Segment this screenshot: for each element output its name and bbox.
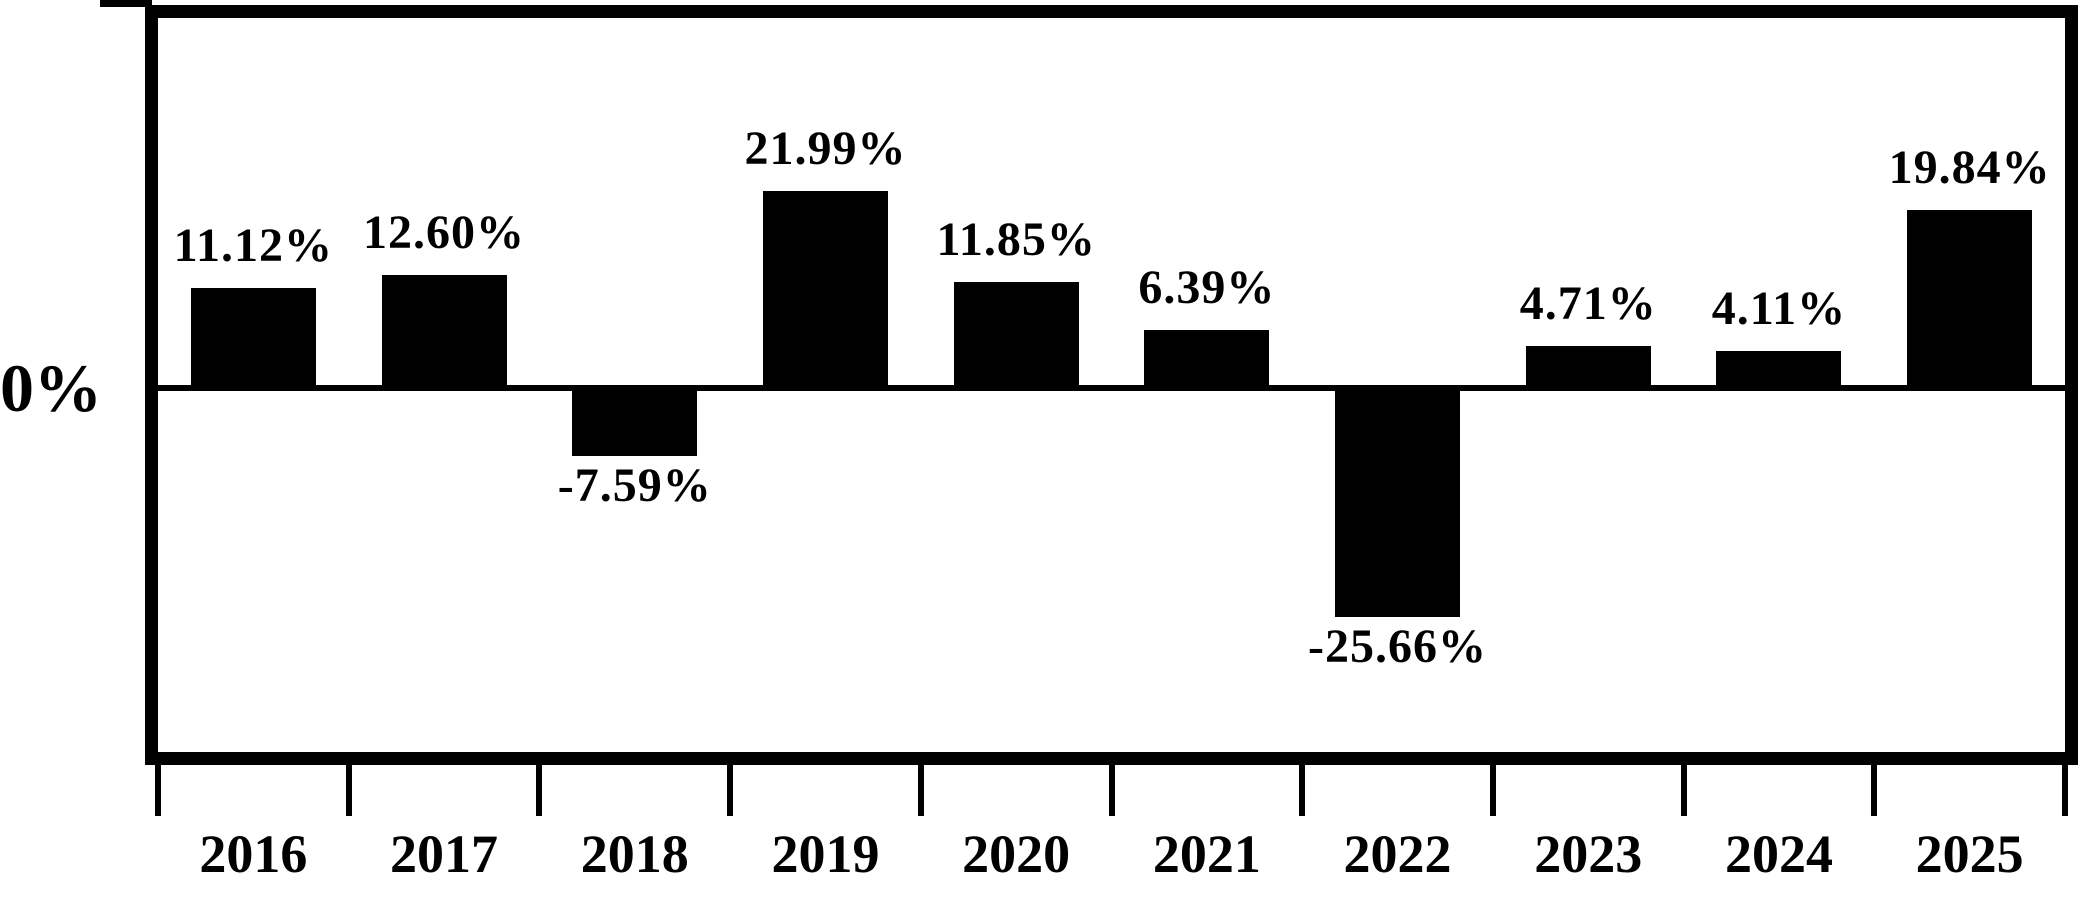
x-axis-tick [917, 763, 924, 816]
x-axis-tick-label-2025: 2025 [1915, 824, 2024, 884]
x-axis-tick-label-2023: 2023 [1534, 824, 1643, 884]
x-axis-tick-label-2019: 2019 [771, 824, 880, 884]
x-axis-tick [345, 763, 352, 816]
bar-2023 [1525, 345, 1651, 388]
bar-value-label-2022: -25.66% [1308, 620, 1488, 674]
x-axis-tick [155, 763, 161, 816]
y-axis-zero-tick [100, 0, 152, 7]
x-axis-tick-label-2018: 2018 [580, 824, 689, 884]
bar-2025 [1907, 210, 2033, 388]
x-axis-tick-label-2021: 2021 [1152, 824, 1261, 884]
bar-2024 [1716, 350, 1842, 388]
plot-area: 11.12% 12.60% -7.59% 21.99% 11.85% 6.39% -25.6… [158, 18, 2065, 752]
x-axis-tick-label-2020: 2020 [962, 824, 1071, 884]
bar-2019 [762, 190, 888, 388]
bar-value-label-2021: 6.39% [1138, 261, 1276, 315]
x-axis-tick-label-2016: 2016 [199, 824, 308, 884]
x-axis-tick [1489, 763, 1496, 816]
bar-value-label-2019: 21.99% [744, 121, 907, 175]
bar-2021 [1144, 330, 1270, 388]
x-axis-tick [1108, 763, 1115, 816]
x-axis-tick-label-2017: 2017 [390, 824, 499, 884]
bar-value-label-2020: 11.85% [936, 212, 1096, 266]
x-axis-tick [1871, 763, 1878, 816]
bar-value-label-2025: 19.84% [1888, 141, 2051, 195]
bar-2016 [190, 288, 316, 388]
x-axis-tick [1299, 763, 1306, 816]
x-axis-tick [727, 763, 734, 816]
bar-value-label-2018: -7.59% [557, 458, 712, 512]
bar-2017 [381, 274, 507, 388]
x-axis-tick [536, 763, 543, 816]
bar-value-label-2017: 12.60% [363, 205, 526, 259]
x-axis-tick-label-2022: 2022 [1343, 824, 1452, 884]
x-axis-tick-label-2024: 2024 [1724, 824, 1833, 884]
bar-value-label-2016: 11.12% [173, 219, 334, 273]
bar-value-label-2024: 4.11% [1711, 281, 1847, 335]
bar-2022 [1335, 387, 1460, 618]
x-axis-tick [2062, 763, 2068, 816]
zero-baseline [158, 384, 2065, 391]
bar-value-label-2023: 4.71% [1519, 276, 1657, 330]
y-axis-zero-label: 0% [0, 350, 102, 426]
bar-2018 [572, 387, 698, 456]
bar-2020 [953, 281, 1079, 388]
x-axis-tick [1680, 763, 1687, 816]
